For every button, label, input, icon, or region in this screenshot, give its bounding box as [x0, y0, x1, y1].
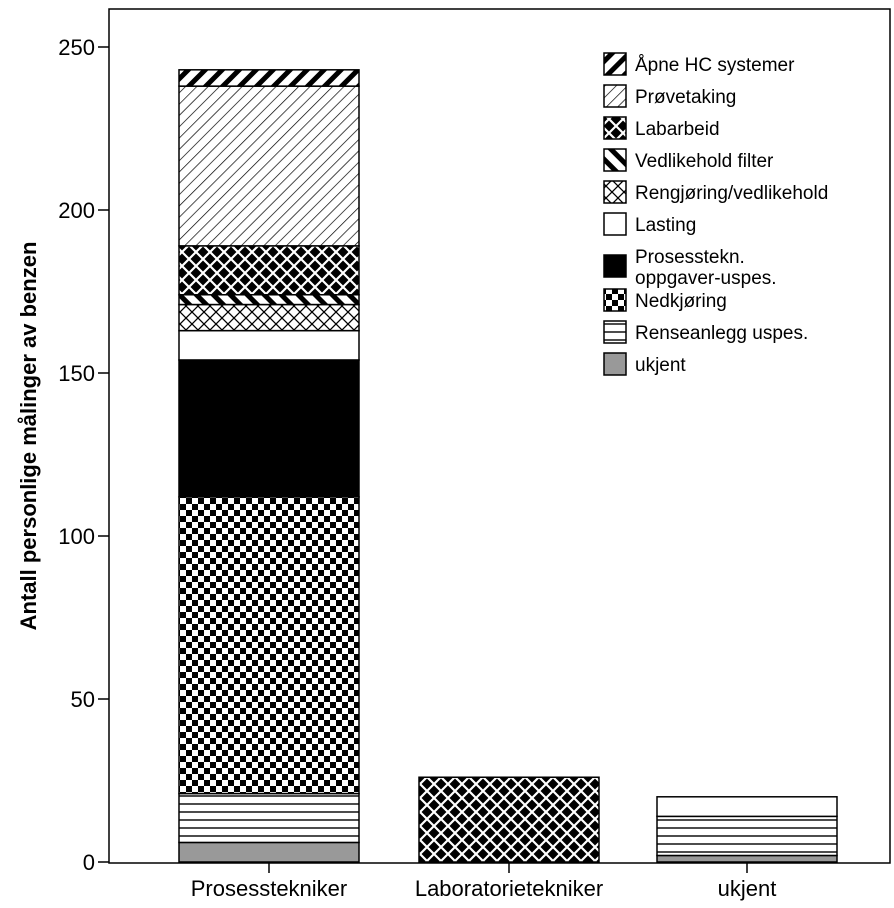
y-tick-label: 150	[58, 361, 95, 386]
bar-segment	[178, 359, 360, 498]
y-axis: 0 50 100 150 200 250	[58, 35, 109, 875]
legend-label: Vedlikehold filter	[635, 151, 774, 172]
legend-label: Nedkjøring	[635, 291, 727, 312]
legend-swatch	[603, 352, 627, 376]
x-category-label: Laboratorietekniker	[415, 876, 603, 901]
bar-segment	[178, 85, 360, 247]
y-tick-label: 100	[58, 524, 95, 549]
bar-segment	[656, 796, 838, 818]
bar-segment	[178, 792, 360, 844]
legend-label: Renseanlegg uspes.	[635, 323, 808, 344]
legend-label: Prøvetaking	[635, 87, 736, 108]
y-tick-label: 250	[58, 35, 95, 60]
plot-area-frame	[108, 8, 891, 864]
legend-swatch	[603, 148, 627, 172]
bar-segment	[178, 69, 360, 87]
legend-swatch	[603, 320, 627, 344]
y-tick-label: 200	[58, 198, 95, 223]
legend: Åpne HC systemer Prøvetaking Labarbeid Vedl…	[603, 52, 828, 376]
legend-swatch	[603, 254, 627, 278]
legend-label: Rengjøring/vedlikehold	[635, 183, 828, 204]
bar-segment	[178, 841, 360, 863]
legend-swatch	[603, 288, 627, 312]
bar-segment	[178, 245, 360, 296]
legend-swatch	[603, 180, 627, 204]
y-tick-label: 0	[83, 850, 95, 875]
bar-segment	[178, 294, 360, 306]
legend-swatch	[603, 212, 627, 236]
legend-swatch	[603, 52, 627, 76]
x-axis: Prosesstekniker Laboratorietekniker ukjent	[191, 862, 777, 901]
x-category-label: Prosesstekniker	[191, 876, 348, 901]
bar-segment	[656, 854, 838, 863]
bar-segment	[178, 303, 360, 332]
legend-label: Labarbeid	[635, 119, 720, 140]
legend-swatch	[603, 116, 627, 140]
y-axis-title: Antall personlige målinger av benzen	[16, 242, 41, 631]
y-tick-label: 50	[71, 687, 95, 712]
bar-segment	[178, 496, 360, 795]
bars-group	[178, 69, 838, 863]
bar-segment	[178, 329, 360, 361]
legend-label: Åpne HC systemer	[635, 55, 795, 76]
bar-segment	[656, 815, 838, 857]
x-category-label: ukjent	[718, 876, 777, 901]
legend-label: ukjent	[635, 355, 686, 376]
legend-swatch	[603, 84, 627, 108]
bar-segment	[418, 776, 600, 863]
legend-label: Prosesstekn. oppgaver-uspes.	[635, 247, 777, 289]
legend-label: Lasting	[635, 215, 696, 236]
